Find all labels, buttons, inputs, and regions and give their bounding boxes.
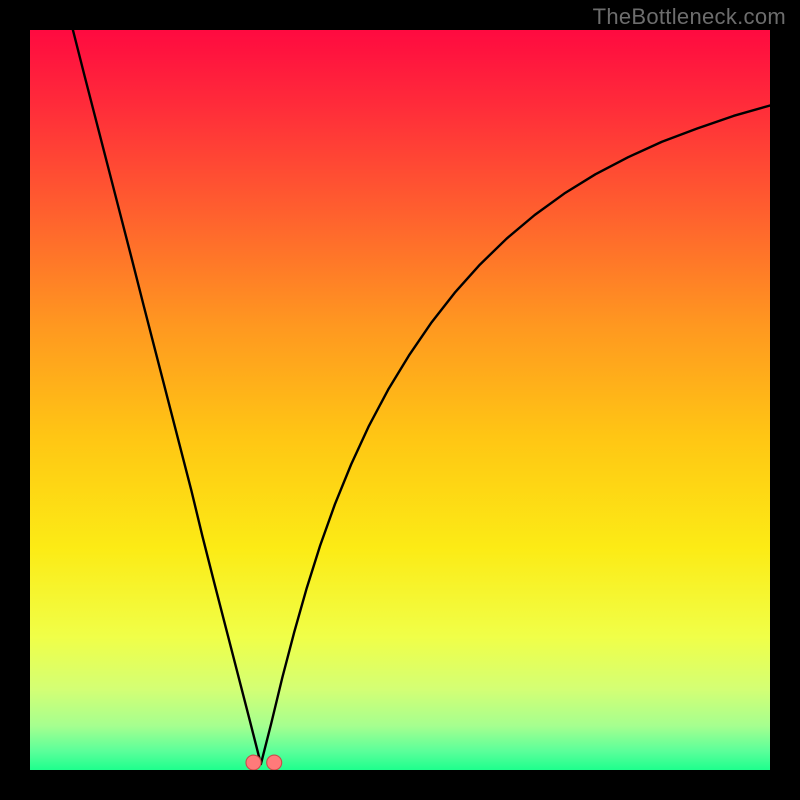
chart-container: TheBottleneck.com (0, 0, 800, 800)
marker-dot (246, 755, 261, 770)
watermark-text: TheBottleneck.com (593, 4, 786, 30)
marker-dot (267, 755, 282, 770)
plot-svg (30, 30, 770, 770)
plot-background (30, 30, 770, 770)
